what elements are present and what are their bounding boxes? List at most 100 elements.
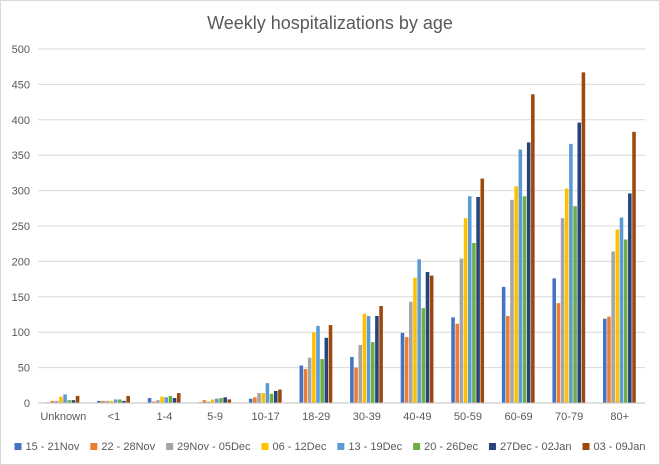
chart-title: Weekly hospitalizations by age [207,13,453,33]
bar [552,278,556,403]
x-tick-label: 5-9 [207,411,223,423]
bar [404,337,409,403]
bar [628,193,632,403]
y-tick-label: 450 [12,79,30,91]
bar [569,143,573,403]
bar [603,318,607,403]
bar [501,286,506,403]
bar [379,306,383,403]
bar [278,389,282,403]
y-tick-label: 300 [12,186,30,198]
legend-swatch [582,443,590,450]
x-tick-label: 1-4 [157,411,173,423]
bar [615,229,620,403]
legend-label: 03 - 09Jan [594,441,646,453]
bar [522,196,527,403]
bar [366,315,371,403]
bar [358,344,363,403]
bar [429,275,434,403]
bar [362,313,367,403]
bar [619,217,624,403]
bar [248,398,253,403]
legend-swatch [413,443,421,450]
bar [425,272,430,403]
gridlines [38,48,645,369]
bar [75,395,80,403]
bar [459,258,464,403]
x-tick-label: 80+ [610,411,629,423]
bar [623,239,628,403]
y-tick-label: 400 [12,115,30,127]
bar [101,400,105,403]
x-tick-label: 60-69 [504,411,532,423]
x-tick-label: 40-49 [403,411,431,423]
bar [156,400,160,403]
bar [253,397,257,403]
bar [463,218,468,403]
legend-swatch [14,443,22,450]
legend-label: 15 - 21Nov [26,441,80,453]
bar [105,400,110,403]
y-tick-label: 350 [12,150,30,162]
bar [526,142,531,403]
legend-label: 06 - 12Dec [273,441,327,453]
bar [176,393,181,403]
bar [514,186,518,403]
bar [223,397,227,403]
bar [316,325,320,403]
legend: 15 - 21Nov 22 - 28Nov 29Nov - 05Dec 06 - 12… [14,441,646,453]
legend-label: 22 - 28Nov [101,441,155,453]
bar [109,400,114,403]
bar [54,400,59,403]
bar [50,400,55,403]
bar [480,178,485,403]
bar [202,400,207,403]
bar [206,401,211,403]
bar [611,251,615,403]
bar [573,206,577,403]
y-tick-label: 500 [12,44,30,56]
bar [417,259,421,403]
legend-swatch [261,443,269,450]
bar [581,72,586,404]
x-tick-label: 50-59 [454,411,482,423]
legend-label: 29Nov - 05Dec [177,441,251,453]
bar [265,383,270,403]
bar [564,188,569,403]
x-tick-label: Unknown [40,411,86,423]
legend-label: 20 - 26Dec [424,441,478,453]
bar [577,122,582,403]
bar [219,398,223,403]
bar [67,400,72,403]
x-tick-label: 18-29 [302,411,330,423]
y-tick-label: 150 [12,292,30,304]
bar [531,94,535,403]
bar [118,399,122,403]
bar [269,393,274,403]
y-tick-label: 0 [24,398,30,410]
x-tick-label: <1 [108,411,121,423]
bar [147,398,152,403]
bar [354,367,358,403]
bar [126,395,130,403]
bar [556,303,561,403]
bar [210,399,215,403]
bar [71,400,76,403]
bar [506,315,510,403]
legend-swatch [337,443,345,450]
y-tick-label: 100 [12,327,30,339]
axes: 0 50 100 150 200 250 300 350 400 450 500 Unknown <1 1… [12,44,645,423]
x-tick-label: 30-39 [353,411,381,423]
bar [413,277,417,403]
bar [215,398,219,403]
bar [63,394,67,403]
bar [560,218,565,403]
bar [168,395,173,403]
bar [421,308,426,403]
bar [97,400,101,403]
x-tick-label: 10-17 [252,411,280,423]
bar [257,393,261,403]
bar [451,317,455,403]
bar [607,316,611,403]
